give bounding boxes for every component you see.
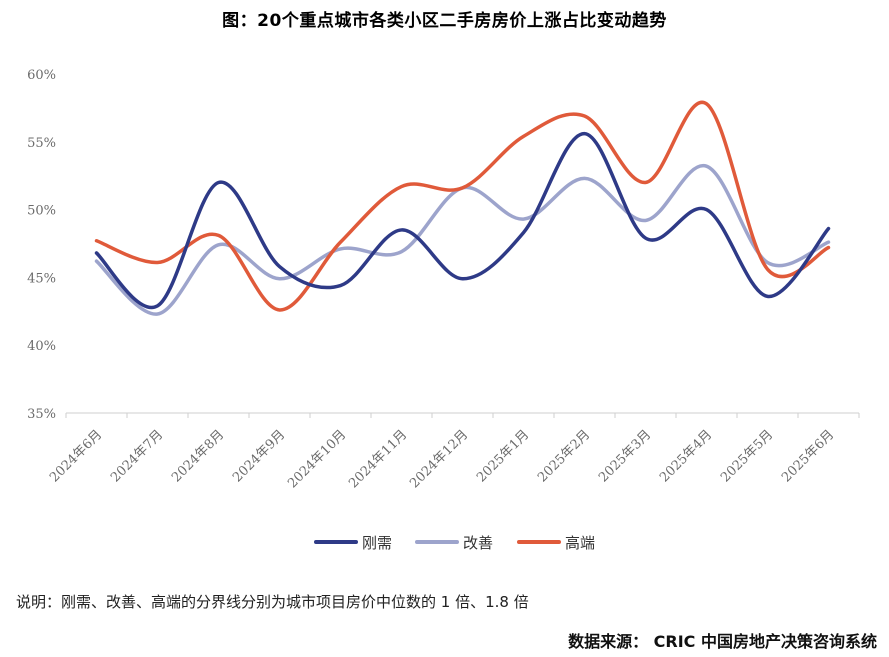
y-tick-label: 60%	[27, 68, 56, 83]
y-tick-label: 50%	[27, 204, 56, 219]
x-tick-label: 2025年3月	[596, 427, 654, 485]
y-axis: 35% 40% 45% 50% 55% 60%	[27, 68, 56, 422]
data-source: 数据来源： CRIC 中国房地产决策咨询系统	[568, 632, 877, 651]
y-tick-label: 35%	[27, 407, 56, 422]
y-tick-label: 45%	[27, 271, 56, 286]
series-line-刚需	[94, 131, 831, 310]
series-lines	[94, 100, 831, 316]
y-tick-label: 40%	[27, 339, 56, 354]
legend-label: 高端	[565, 534, 595, 552]
x-tick-label: 2024年6月	[47, 427, 105, 485]
chart-title: 图：20个重点城市各类小区二手房房价上涨占比变动趋势	[222, 11, 667, 31]
x-tick-label: 2025年2月	[535, 427, 593, 485]
legend[interactable]: 刚需 改善 高端	[314, 534, 595, 552]
x-tick-label: 2025年5月	[718, 427, 776, 485]
chart-note: 说明：刚需、改善、高端的分界线分别为城市项目房价中位数的 1 倍、1.8 倍	[16, 593, 529, 611]
x-tick-label: 2024年10月	[285, 427, 349, 491]
legend-item[interactable]: 刚需	[314, 534, 392, 552]
y-tick-label: 55%	[27, 136, 56, 151]
legend-label: 刚需	[362, 534, 392, 552]
x-tick-label: 2024年8月	[169, 427, 227, 485]
x-tick-label: 2025年1月	[474, 427, 532, 485]
legend-item[interactable]: 高端	[517, 534, 595, 552]
series-line-高端	[94, 100, 831, 312]
x-tick-label: 2024年12月	[407, 427, 471, 491]
x-tick-label: 2025年4月	[657, 427, 715, 485]
x-tick-label: 2024年9月	[230, 427, 288, 485]
x-tick-label: 2025年6月	[779, 427, 837, 485]
legend-item[interactable]: 改善	[415, 534, 493, 552]
x-axis: 2024年6月 2024年7月 2024年8月 2024年9月2024年10月2024…	[47, 412, 860, 491]
legend-label: 改善	[463, 534, 493, 552]
x-tick-label: 2024年7月	[108, 427, 166, 485]
x-tick-label: 2024年11月	[346, 427, 410, 491]
